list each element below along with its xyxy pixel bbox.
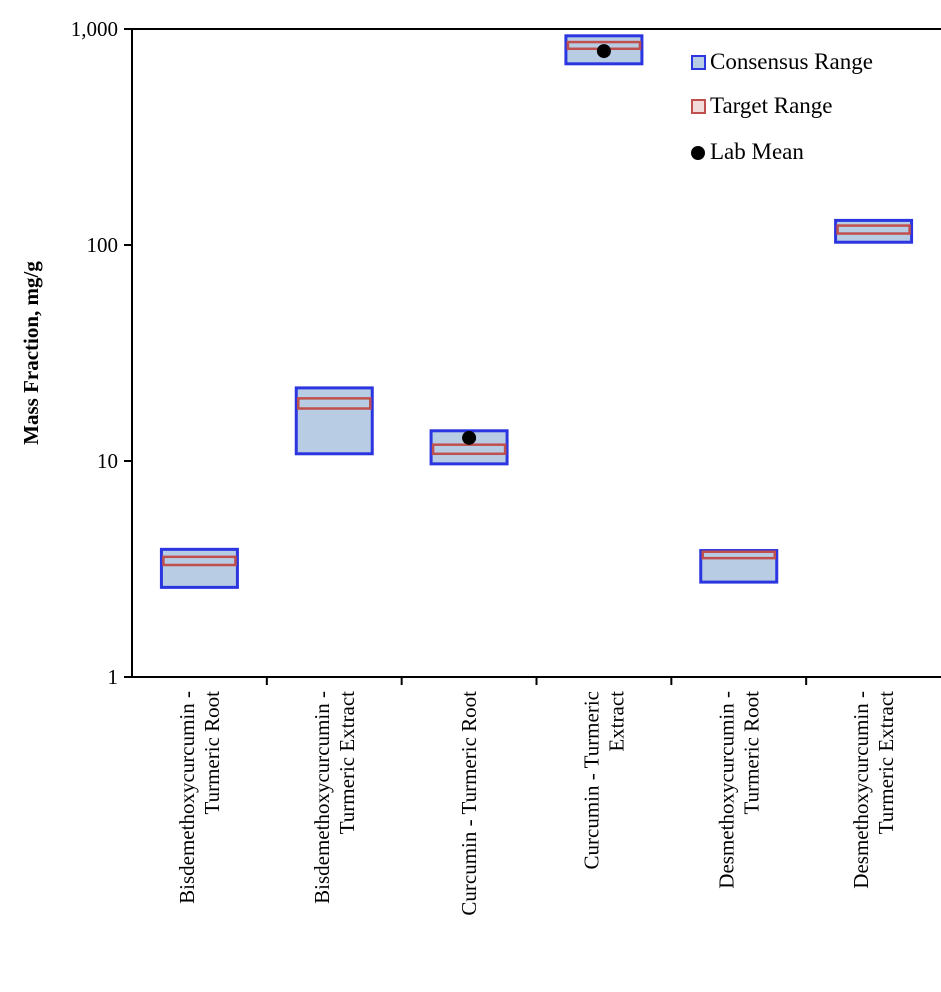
consensus-range-bar (159, 547, 239, 589)
x-category-label-line: Extract (604, 691, 628, 752)
y-tick-label: 1 (108, 665, 119, 689)
x-category-label: Desmethoxycurcumin - Turmeric Root (714, 691, 763, 889)
x-category-label-line: Bisdemethoxycurcumin - (175, 691, 199, 904)
legend: Consensus Range Target Range Lab Mean (691, 49, 873, 164)
x-category-label-line: Turmeric Extract (335, 691, 359, 834)
lab-mean-point (596, 44, 611, 59)
y-axis-title: Mass Fraction, mg/g (19, 261, 43, 445)
consensus-range-bar (834, 218, 914, 244)
x-category-label-line: Desmethoxycurcumin - (849, 691, 873, 889)
x-category-label: Bisdemethoxycurcumin - Turmeric Root (175, 691, 224, 904)
x-category-label: Curcumin - Turmeric Extract (579, 691, 628, 870)
target-range-bar (297, 397, 372, 410)
legend-lab-mean-label: Lab Mean (710, 139, 804, 164)
x-category-label: Desmethoxycurcumin - Turmeric Extract (849, 691, 898, 889)
x-category-label-line: Bisdemethoxycurcumin - (310, 691, 334, 904)
legend-consensus-swatch (691, 55, 706, 70)
x-category-label-line: Turmeric Root (200, 691, 224, 815)
target-range-bar (836, 224, 911, 235)
x-category-label-line: Curcumin - Turmeric Root (457, 691, 481, 916)
consensus-range-bar (699, 549, 779, 584)
x-category-label-line: Turmeric Extract (874, 691, 898, 834)
y-tick-label: 100 (87, 233, 119, 257)
target-range-bar (162, 555, 237, 567)
x-category-label-line: Turmeric Root (739, 691, 763, 815)
x-category-label-line: Desmethoxycurcumin - (714, 691, 738, 889)
legend-target-label: Target Range (710, 93, 833, 118)
legend-target-swatch (691, 99, 706, 114)
y-tick-label: 1,000 (71, 17, 118, 41)
y-tick-label: 10 (97, 449, 118, 473)
x-category-label: Bisdemethoxycurcumin - Turmeric Extract (310, 691, 359, 904)
lab-mean-point (462, 430, 477, 445)
plot-marks (159, 34, 914, 589)
legend-lab-mean-marker (691, 146, 705, 160)
x-category-label: Curcumin - Turmeric Root (457, 691, 481, 916)
target-range-bar (701, 550, 776, 560)
x-category-label-line: Curcumin - Turmeric (579, 691, 603, 870)
legend-consensus-label: Consensus Range (710, 49, 873, 74)
